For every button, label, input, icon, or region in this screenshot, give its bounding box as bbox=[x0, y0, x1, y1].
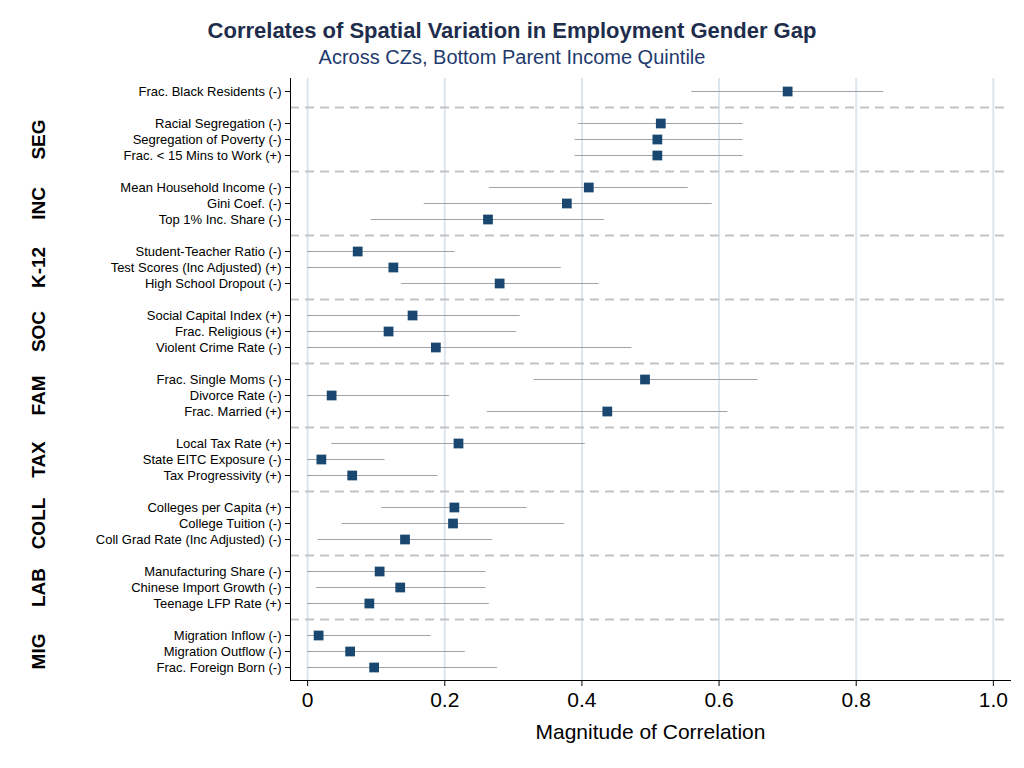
svg-text:Top 1% Inc. Share (-): Top 1% Inc. Share (-) bbox=[159, 212, 282, 227]
html-text:Across CZs, Bottom Parent Inco: Across CZs, Bottom Parent Income Quintil… bbox=[318, 46, 706, 68]
svg-text:Colleges per Capita (+): Colleges per Capita (+) bbox=[147, 500, 281, 515]
svg-text:Divorce Rate (-): Divorce Rate (-) bbox=[190, 388, 282, 403]
svg-text:Student-Teacher Ratio (-): Student-Teacher Ratio (-) bbox=[136, 244, 282, 259]
svg-text:TAX: TAX bbox=[28, 441, 49, 478]
svg-text:Migration Outflow (-): Migration Outflow (-) bbox=[164, 644, 282, 659]
svg-text:K-12: K-12 bbox=[28, 247, 49, 288]
svg-text:INC: INC bbox=[28, 187, 49, 220]
svg-text:State EITC Exposure (-): State EITC Exposure (-) bbox=[143, 452, 282, 467]
svg-text:Migration Inflow (-): Migration Inflow (-) bbox=[174, 628, 282, 643]
svg-text:Frac. Religious (+): Frac. Religious (+) bbox=[175, 324, 282, 339]
svg-text:Gini Coef. (-): Gini Coef. (-) bbox=[207, 196, 281, 211]
svg-text:Chinese Import Growth (-): Chinese Import Growth (-) bbox=[131, 580, 281, 595]
svg-text:Violent Crime Rate (-): Violent Crime Rate (-) bbox=[156, 340, 281, 355]
svg-text:Manufacturing Share (-): Manufacturing Share (-) bbox=[144, 564, 281, 579]
svg-text:0.6: 0.6 bbox=[704, 688, 733, 711]
svg-text:0.8: 0.8 bbox=[842, 688, 871, 711]
svg-text:Coll Grad Rate (Inc Adjusted): Coll Grad Rate (Inc Adjusted) (-) bbox=[96, 532, 282, 547]
svg-text:Racial Segregation (-): Racial Segregation (-) bbox=[155, 116, 281, 131]
svg-text:SOC: SOC bbox=[28, 311, 49, 352]
svg-text:0: 0 bbox=[302, 688, 314, 711]
svg-text:College Tuition (-): College Tuition (-) bbox=[179, 516, 282, 531]
svg-text:Teenage LFP Rate (+): Teenage LFP Rate (+) bbox=[153, 596, 281, 611]
svg-text:0.4: 0.4 bbox=[567, 688, 597, 711]
svg-text:MIG: MIG bbox=[28, 634, 49, 670]
svg-text:High School Dropout (-): High School Dropout (-) bbox=[145, 276, 282, 291]
html-text:Correlates of Spatial Variatio: Correlates of Spatial Variation in Emplo… bbox=[207, 18, 817, 43]
svg-text:Magnitude of Correlation: Magnitude of Correlation bbox=[536, 720, 766, 743]
svg-text:SEG: SEG bbox=[28, 119, 49, 159]
svg-text:Frac. Single Moms (-): Frac. Single Moms (-) bbox=[157, 372, 282, 387]
svg-text:Segregation of Poverty (-): Segregation of Poverty (-) bbox=[133, 132, 282, 147]
svg-text:Social Capital Index (+): Social Capital Index (+) bbox=[147, 308, 282, 323]
svg-text:Local Tax Rate (+): Local Tax Rate (+) bbox=[176, 436, 282, 451]
svg-text:Test Scores (Inc Adjusted) (+): Test Scores (Inc Adjusted) (+) bbox=[111, 260, 282, 275]
svg-text:Mean Household Income (-): Mean Household Income (-) bbox=[120, 180, 281, 195]
svg-text:Frac. Married (+): Frac. Married (+) bbox=[184, 404, 281, 419]
svg-text:LAB: LAB bbox=[28, 568, 49, 607]
svg-text:Frac. < 15 Mins to Work (+): Frac. < 15 Mins to Work (+) bbox=[124, 148, 282, 163]
svg-text:Tax Progressivity (+): Tax Progressivity (+) bbox=[163, 468, 281, 483]
svg-text:Frac. Black Residents (-): Frac. Black Residents (-) bbox=[138, 84, 281, 99]
svg-text:FAM: FAM bbox=[28, 375, 49, 415]
svg-text:0.2: 0.2 bbox=[430, 688, 459, 711]
svg-text:COLL: COLL bbox=[28, 497, 49, 549]
svg-text:Frac. Foreign Born (-): Frac. Foreign Born (-) bbox=[157, 660, 282, 675]
svg-text:1.0: 1.0 bbox=[979, 688, 1008, 711]
